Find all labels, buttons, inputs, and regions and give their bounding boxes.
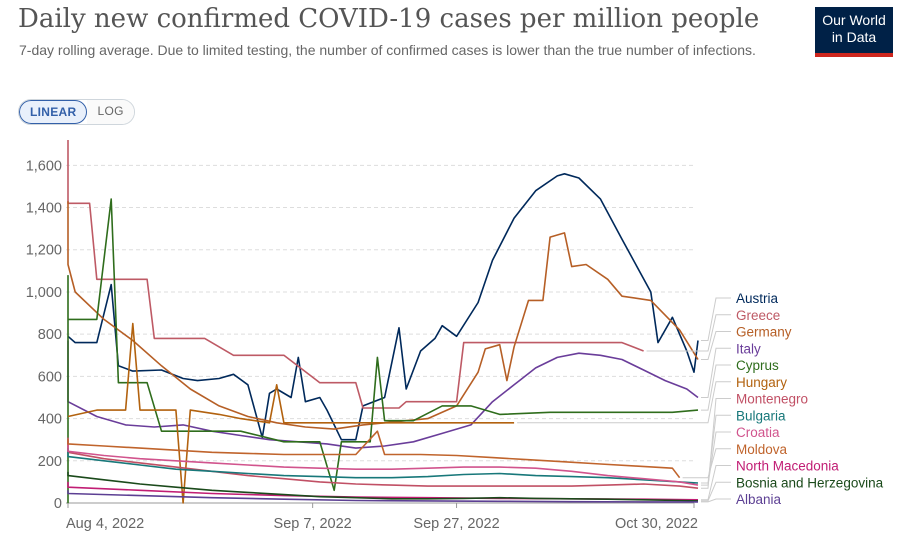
log-scale-button[interactable]: LOG — [87, 100, 134, 124]
x-tick-label: Oct 30, 2022 — [615, 516, 698, 532]
x-axis: Aug 4, 2022 Sep 7, 2022 Sep 27, 2022 Oct 30… — [66, 503, 698, 532]
y-tick-label: 200 — [38, 454, 62, 470]
legend-label-italy[interactable]: Italy — [736, 341, 761, 356]
legend-label-bulgaria[interactable]: Bulgaria — [736, 408, 786, 423]
legend-label-germany[interactable]: Germany — [736, 325, 792, 340]
series-lines — [67, 140, 699, 504]
series-line-hungary[interactable] — [67, 322, 515, 504]
x-tick-label: Sep 7, 2022 — [274, 516, 352, 532]
y-tick-label: 0 — [54, 496, 62, 512]
legend-connector — [701, 498, 731, 503]
series-line-croatia[interactable] — [67, 439, 699, 486]
our-world-in-data-logo[interactable]: Our World in Data — [815, 7, 893, 57]
legend-label-hungary[interactable]: Hungary — [736, 375, 787, 390]
legend-label-albania[interactable]: Albania — [736, 492, 782, 507]
y-tick-label: 600 — [38, 369, 62, 385]
y-tick-label: 800 — [38, 327, 62, 343]
x-tick-label: Sep 27, 2022 — [413, 516, 499, 532]
legend-connector — [701, 414, 731, 484]
legend-connector — [517, 381, 731, 424]
series-line-bosnia-and-herzegovina[interactable] — [67, 471, 699, 502]
legend-label-greece[interactable]: Greece — [736, 308, 780, 323]
legend-label-cyprus[interactable]: Cyprus — [736, 358, 779, 373]
legend-connector — [701, 398, 731, 489]
legend-label-moldova[interactable]: Moldova — [736, 442, 788, 457]
legend-label-bosnia-and-herzegovina[interactable]: Bosnia and Herzegovina — [736, 475, 884, 490]
chart-subtitle: 7-day rolling average. Due to limited te… — [19, 42, 756, 58]
series-line-bulgaria[interactable] — [67, 448, 699, 484]
series-line-greece[interactable] — [67, 140, 644, 409]
legend-label-croatia[interactable]: Croatia — [736, 425, 780, 440]
logo-line-2: in Data — [831, 29, 877, 45]
series-line-germany[interactable] — [67, 201, 699, 430]
chart-title: Daily new confirmed COVID-19 cases per m… — [18, 4, 760, 34]
legend-connector — [701, 331, 731, 360]
grid — [66, 164, 694, 504]
x-tick-label: Aug 4, 2022 — [66, 516, 144, 532]
legend-label-montenegro[interactable]: Montenegro — [736, 392, 808, 407]
y-tick-label: 1,200 — [26, 243, 62, 259]
y-tick-label: 1,600 — [26, 158, 62, 174]
series-line-montenegro[interactable] — [67, 437, 699, 489]
logo-line-1: Our World — [822, 12, 886, 28]
series-line-albania[interactable] — [67, 490, 698, 503]
legend-label-north-macedonia[interactable]: North Macedonia — [736, 459, 839, 474]
legend-connector — [701, 431, 731, 486]
legend-connector — [646, 314, 731, 352]
legend-connector — [701, 465, 731, 501]
series-line-cyprus[interactable] — [67, 198, 699, 504]
scale-toggle: LINEAR LOG — [18, 99, 135, 125]
legend-connector — [701, 364, 731, 411]
series-line-italy[interactable] — [67, 340, 699, 449]
y-tick-label: 400 — [38, 412, 62, 428]
y-tick-label: 1,000 — [26, 285, 62, 301]
legend-label-austria[interactable]: Austria — [736, 291, 779, 306]
legend-connector — [701, 481, 731, 502]
series-line-moldova[interactable] — [67, 430, 681, 479]
linear-scale-button[interactable]: LINEAR — [19, 100, 88, 124]
legend-connector — [682, 448, 731, 479]
legend-connector — [701, 297, 731, 341]
y-axis: 0 200 400 600 800 1,000 1,200 1,400 1,600 — [26, 158, 62, 512]
legend-connector — [701, 347, 731, 398]
y-tick-label: 1,400 — [26, 201, 62, 217]
